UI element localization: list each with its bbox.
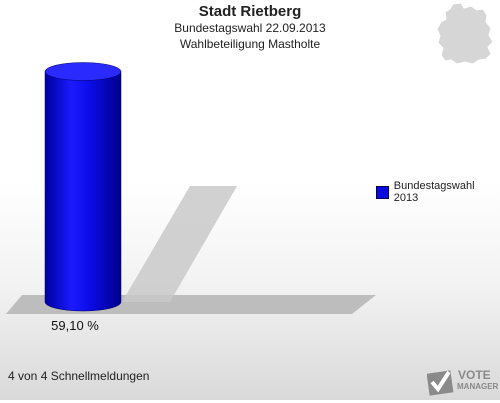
bar-bundestagswahl-2013	[44, 62, 122, 312]
chart-back-shadow	[122, 186, 237, 302]
vote-manager-logo: VOTE MANAGER	[426, 364, 499, 398]
germany-map-icon	[436, 2, 494, 65]
bars-layer	[44, 62, 122, 312]
vote-check-icon	[426, 370, 454, 396]
legend-label: Bundestagswahl 2013	[393, 180, 475, 204]
chart-subtitle-topic: Wahlbeteiligung Mastholte	[179, 37, 321, 51]
chart-legend: Bundestagswahl 2013	[376, 180, 500, 204]
bar-top	[44, 62, 122, 81]
footer-status: 4 von 4 Schnellmeldungen	[8, 369, 150, 383]
chart-title: Stadt Rietberg	[198, 3, 302, 20]
bar-value-label: 59,10 %	[51, 318, 99, 333]
logo-text-manager: MANAGER	[457, 382, 499, 391]
chart-subtitle-election: Bundestagswahl 22.09.2013	[174, 21, 326, 35]
legend-swatch	[376, 185, 389, 199]
bar-body	[44, 71, 122, 312]
logo-text-vote: VOTE	[458, 368, 491, 382]
